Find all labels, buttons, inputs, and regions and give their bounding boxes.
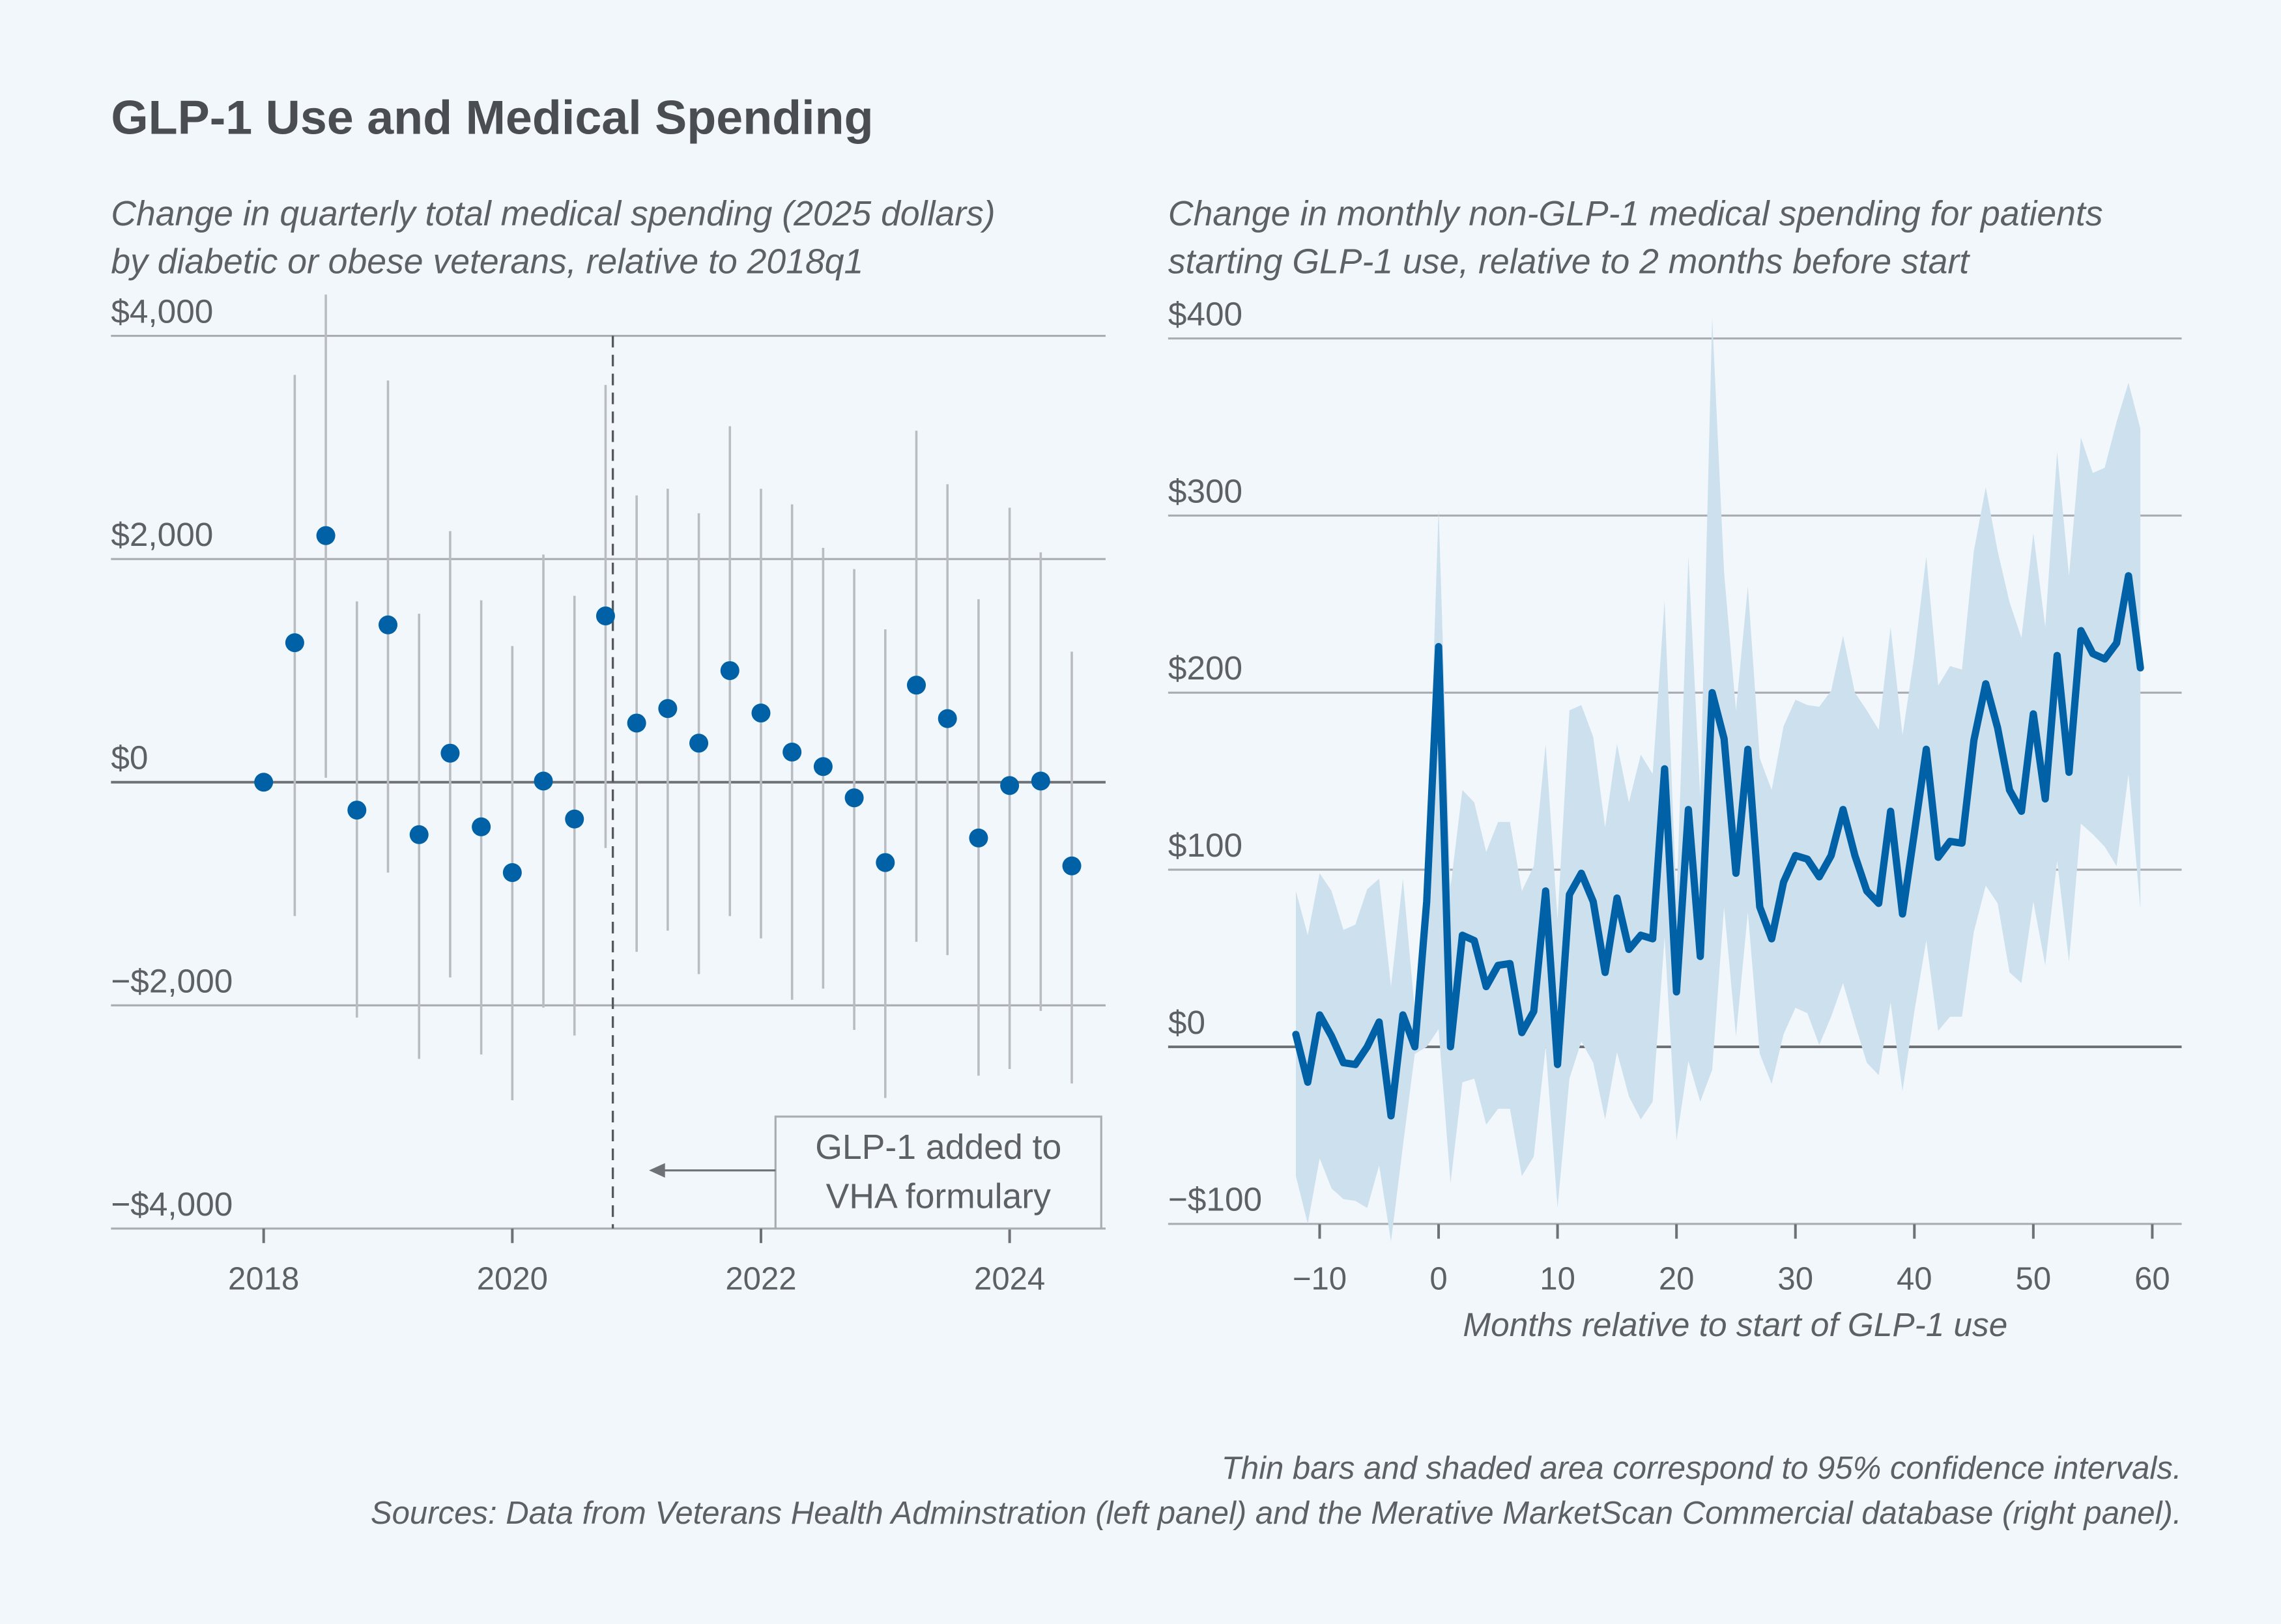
data-point	[813, 757, 833, 776]
y-tick-label: $200	[1168, 649, 1242, 687]
annotation-line2: VHA formulary	[826, 1178, 1051, 1216]
data-point	[1031, 771, 1050, 791]
right-panel: $400 $300 $200 $100 $0 −$100 −10 0 10 20 30 40 50 60	[1168, 295, 2182, 1297]
left-subtitle-line1: Change in quarterly total medical spendi…	[111, 195, 995, 233]
y-tick-label: −$4,000	[111, 1186, 233, 1223]
data-point	[378, 615, 398, 634]
data-point	[658, 699, 678, 719]
left-panel: $4,000 $2,000 $0 −$2,000 −$4,000 2018 2020 2022…	[111, 292, 1106, 1297]
y-tick-label: $4,000	[111, 292, 213, 330]
data-point	[1000, 776, 1020, 795]
x-tick-label: 50	[2016, 1262, 2052, 1297]
data-point	[502, 862, 522, 883]
data-point	[844, 788, 864, 808]
y-tick-label: $400	[1168, 295, 1242, 332]
figure-title: GLP-1 Use and Medical Spending	[111, 90, 873, 144]
y-tick-label: −$100	[1168, 1181, 1262, 1218]
data-point	[782, 742, 802, 762]
arrowhead-icon	[649, 1163, 665, 1178]
footnote-ci: Thin bars and shaded area correspond to …	[1222, 1451, 2182, 1486]
data-point	[751, 704, 771, 723]
data-point	[472, 817, 491, 836]
y-tick-label: $300	[1168, 472, 1242, 509]
data-point	[627, 713, 646, 733]
data-point	[565, 809, 584, 829]
data-point	[595, 606, 615, 626]
x-tick-label: 2024	[974, 1262, 1045, 1297]
data-point	[347, 801, 367, 820]
right-subtitle-line2: starting GLP-1 use, relative to 2 months…	[1168, 243, 1970, 281]
data-point	[440, 743, 460, 763]
x-tick-label: 2022	[725, 1262, 796, 1297]
x-tick-label: 10	[1540, 1262, 1575, 1297]
x-tick-label: 20	[1659, 1262, 1695, 1297]
y-tick-label: $2,000	[111, 516, 213, 553]
x-tick-label: −10	[1293, 1262, 1347, 1297]
spending-line	[1292, 572, 2144, 1120]
left-subtitle-line2: by diabetic or obese veterans, relative …	[111, 243, 863, 281]
data-point	[938, 709, 957, 728]
x-tick-label: 40	[1897, 1262, 1932, 1297]
right-subtitle-line1: Change in monthly non-GLP-1 medical spen…	[1168, 195, 2103, 233]
x-tick-label: 0	[1429, 1262, 1447, 1297]
data-point	[876, 853, 895, 872]
data-point	[969, 828, 988, 848]
annotation-line1: GLP-1 added to	[815, 1128, 1061, 1167]
data-point	[254, 773, 274, 792]
annotation: GLP-1 added to VHA formulary	[649, 1115, 1102, 1230]
annotation-box	[774, 1115, 1102, 1230]
data-point	[720, 661, 739, 680]
ci-band	[1295, 317, 2141, 1242]
y-tick-label: $0	[1168, 1004, 1205, 1041]
x-tick-label: 2018	[228, 1262, 299, 1297]
data-point	[907, 676, 926, 695]
y-tick-label: $0	[111, 739, 148, 776]
right-x-axis-label: Months relative to start of GLP-1 use	[1463, 1306, 2007, 1343]
x-tick-label: 30	[1777, 1262, 1813, 1297]
data-point	[285, 633, 304, 653]
y-tick-label: −$2,000	[111, 962, 233, 999]
data-point	[1062, 856, 1082, 876]
y-tick-label: $100	[1168, 827, 1242, 864]
data-point	[409, 825, 429, 844]
data-point	[689, 734, 709, 753]
x-tick-label: 60	[2134, 1262, 2170, 1297]
data-point	[534, 771, 553, 791]
data-point	[316, 526, 336, 545]
footnote-sources: Sources: Data from Veterans Health Admin…	[371, 1496, 2182, 1531]
x-tick-label: 2020	[477, 1262, 548, 1297]
